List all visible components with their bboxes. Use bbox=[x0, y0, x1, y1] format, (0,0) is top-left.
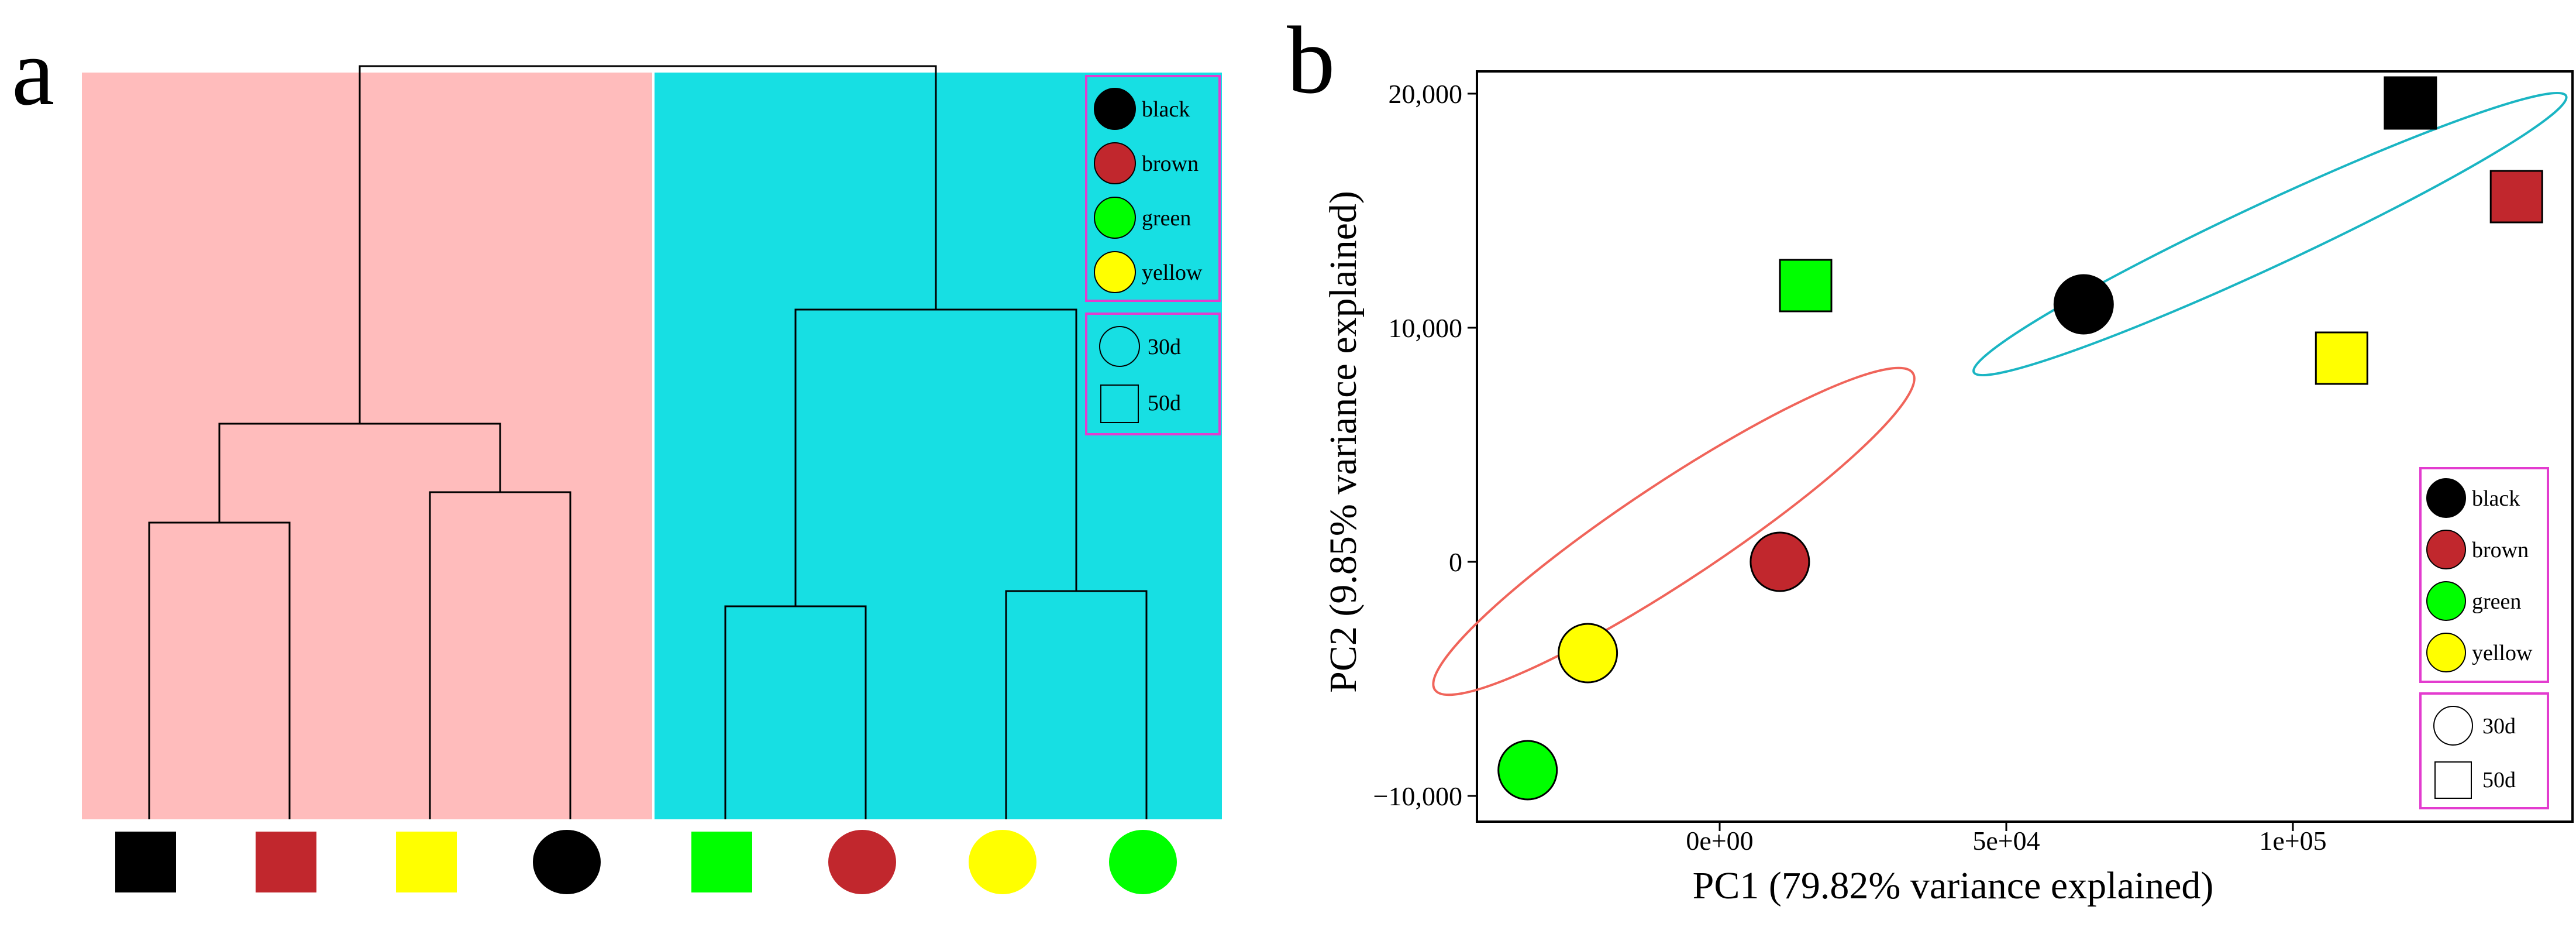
panel-a: a black brown green yellow 30d 50d bbox=[12, 18, 1222, 894]
point-yellow-50d bbox=[2315, 331, 2368, 385]
leaf-marker-circle bbox=[1109, 830, 1177, 894]
dendrogram-leaf-markers bbox=[115, 830, 1177, 894]
leaf-marker-square bbox=[691, 832, 752, 892]
legend-swatch-yellow bbox=[1094, 251, 1136, 293]
legend-label-yellow: yellow bbox=[2472, 641, 2533, 665]
y-tick-label: −10,000 bbox=[1373, 781, 1462, 811]
legend-shape-square bbox=[2434, 761, 2472, 799]
y-tick-label: 20,000 bbox=[1389, 79, 1463, 109]
legend-box bbox=[2419, 467, 2549, 683]
leaf-marker-circle bbox=[828, 830, 896, 894]
legend-box bbox=[2419, 692, 2549, 809]
legend-swatch-brown bbox=[2426, 530, 2466, 569]
panel-b-letter: b bbox=[1287, 6, 1335, 114]
legend-swatch-green bbox=[2426, 581, 2466, 621]
legend-swatch-yellow bbox=[2426, 633, 2466, 672]
legend-swatch-black bbox=[2426, 478, 2466, 518]
y-tick-label: 0 bbox=[1449, 547, 1462, 577]
leaf-marker-square bbox=[115, 832, 176, 892]
point-green-30d bbox=[1497, 740, 1558, 801]
dendrogram-branch bbox=[359, 65, 937, 424]
legend-label-50d: 50d bbox=[2482, 768, 2516, 792]
plot-frame bbox=[1476, 70, 2574, 823]
dendrogram-branches bbox=[148, 65, 1148, 819]
legend-box bbox=[1085, 313, 1221, 435]
x-tick-label: 5e+04 bbox=[1972, 826, 2040, 856]
confidence-ellipses bbox=[1432, 91, 2568, 696]
legend-label-black: black bbox=[1142, 97, 1190, 122]
legend-shape-circle bbox=[1099, 326, 1140, 367]
leaf-marker-circle bbox=[533, 830, 601, 894]
x-axis-ticks: 0e+00 5e+04 1e+05 bbox=[1686, 822, 2327, 856]
legend-shape-square bbox=[1100, 384, 1139, 423]
legend-swatch-brown bbox=[1094, 142, 1136, 184]
point-black-50d bbox=[2384, 76, 2437, 130]
point-brown-50d bbox=[2489, 170, 2543, 224]
point-brown-30d bbox=[1750, 531, 1810, 592]
y-axis-label: PC2 (9.85% variance explained) bbox=[1322, 191, 1365, 693]
y-axis-ticks: −10,000 0 10,000 20,000 bbox=[1373, 79, 1477, 811]
legend-label-green: green bbox=[1142, 206, 1191, 231]
x-tick-label: 0e+00 bbox=[1686, 826, 1753, 856]
point-black-30d bbox=[2053, 274, 2114, 335]
legend-label-green: green bbox=[2472, 589, 2521, 614]
legend-label-brown: brown bbox=[2472, 538, 2529, 562]
legend-shape-circle bbox=[2433, 706, 2473, 746]
legend-label-black: black bbox=[2472, 486, 2520, 511]
legend-label-brown: brown bbox=[1142, 152, 1199, 176]
y-tick-label: 10,000 bbox=[1389, 313, 1463, 343]
x-tick-label: 1e+05 bbox=[2259, 826, 2326, 856]
legend-swatch-black bbox=[1094, 88, 1136, 130]
legend-box bbox=[1085, 75, 1221, 302]
confidence-ellipse bbox=[1972, 91, 2568, 377]
point-yellow-30d bbox=[1558, 623, 1618, 684]
legend-shapes-b: 30d 50d bbox=[2419, 692, 2549, 809]
legend-colors-a: black brown green yellow bbox=[1085, 75, 1221, 302]
legend-label-30d: 30d bbox=[1148, 335, 1181, 359]
confidence-ellipse bbox=[1432, 366, 1916, 696]
scatter-points bbox=[1497, 76, 2543, 801]
legend-label-yellow: yellow bbox=[1142, 260, 1203, 285]
x-axis-label: PC1 (79.82% variance explained) bbox=[1693, 864, 2214, 907]
legend-swatch-green bbox=[1094, 197, 1136, 239]
panel-b: b 0e+00 5e+04 1e+05 −10,000 0 10,000 20,000 P… bbox=[1287, 6, 2574, 907]
legend-colors-b: black brown green yellow bbox=[2419, 467, 2549, 683]
leaf-marker-circle bbox=[969, 830, 1036, 894]
legend-label-50d: 50d bbox=[1148, 391, 1181, 416]
point-green-50d bbox=[1779, 259, 1833, 313]
panel-a-letter: a bbox=[12, 18, 54, 125]
legend-shapes-a: 30d 50d bbox=[1085, 313, 1221, 435]
legend-label-30d: 30d bbox=[2482, 714, 2516, 739]
leaf-marker-square bbox=[256, 832, 316, 892]
cluster-right-background bbox=[655, 73, 1222, 819]
cluster-left-background bbox=[82, 73, 652, 819]
leaf-marker-square bbox=[396, 832, 457, 892]
